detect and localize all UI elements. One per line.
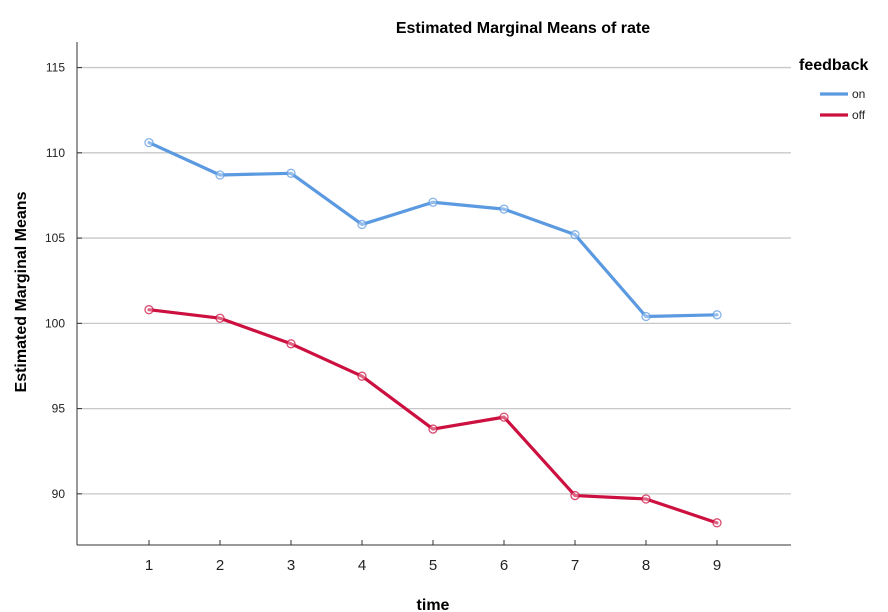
data-point-off [215, 313, 225, 323]
x-tick-label: 7 [571, 557, 579, 574]
y-tick-label: 105 [45, 231, 65, 245]
legend-title: feedback [799, 57, 868, 74]
tick-labels: 90 95 100 105 110 115 1 2 3 4 5 6 7 8 9 [45, 61, 721, 574]
x-tick-label: 1 [145, 557, 153, 574]
data-point-off [499, 412, 509, 422]
data-point-on [712, 310, 722, 320]
x-axis-label: time [417, 597, 450, 612]
data-point-on [286, 168, 296, 178]
data-point-on [215, 170, 225, 180]
x-tick-label: 6 [500, 557, 508, 574]
series-line-on [147, 141, 719, 319]
y-tick-label: 95 [52, 402, 66, 416]
data-point-on [144, 137, 154, 148]
data-point-off [641, 494, 651, 504]
data-point-on [641, 311, 651, 322]
legend-label-off: off [852, 108, 866, 122]
data-point-on [357, 219, 367, 230]
data-point-off [144, 305, 154, 315]
x-tick-label: 8 [642, 557, 650, 574]
x-tick-label: 5 [429, 557, 437, 574]
y-tick-label: 90 [52, 487, 66, 501]
chart-title: Estimated Marginal Means of rate [396, 20, 650, 37]
data-point-off [428, 424, 438, 434]
y-axis-label: Estimated Marginal Means [13, 191, 30, 392]
data-point-off [286, 339, 296, 349]
x-tick-label: 2 [216, 557, 224, 574]
y-tick-label: 115 [46, 61, 65, 75]
data-point-off [712, 518, 722, 528]
axes [76, 42, 791, 546]
y-tick-label: 100 [45, 316, 65, 330]
data-point-on [499, 204, 509, 214]
gridlines [77, 66, 791, 495]
data-point-off [357, 371, 367, 381]
legend-label-on: on [852, 87, 865, 101]
data-point-on [428, 197, 438, 207]
data-point-off [570, 490, 580, 501]
data-point-on [570, 230, 580, 240]
x-tick-label: 9 [713, 557, 721, 574]
y-tick-label: 110 [46, 146, 65, 160]
x-tick-label: 3 [287, 557, 295, 574]
x-tick-label: 4 [358, 557, 366, 574]
legend: on off [820, 87, 866, 122]
series-lines [144, 137, 722, 528]
series-line-off [147, 308, 719, 525]
